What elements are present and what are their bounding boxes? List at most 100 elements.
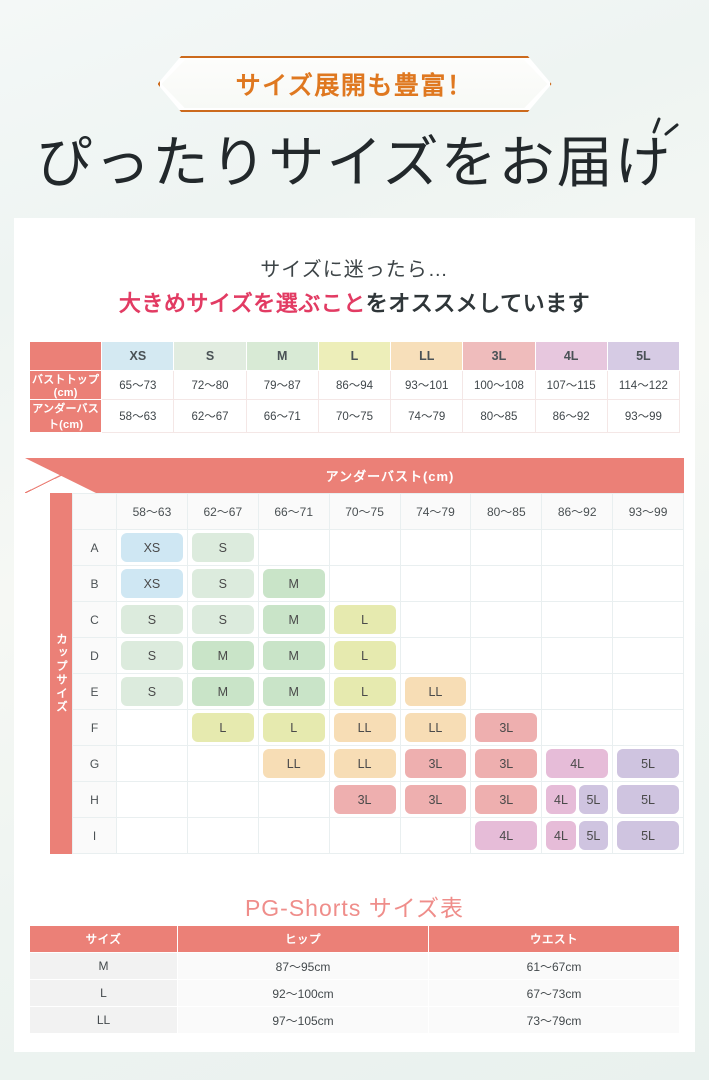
matrix-cell: LL xyxy=(328,745,401,782)
shorts-col-header: ウエスト xyxy=(428,925,680,953)
matrix-cell xyxy=(257,529,330,566)
shorts-cell: LL xyxy=(29,1006,178,1034)
matrix-cell: S xyxy=(116,637,188,674)
matrix-cell xyxy=(612,601,684,638)
table-row: F L L LL LL 3L xyxy=(72,709,684,746)
size-cell: 74〜79 xyxy=(390,399,464,433)
size-pill: L xyxy=(262,713,325,742)
size-pill: S xyxy=(191,533,254,562)
table-row: LL 97〜105cm 73〜79cm xyxy=(29,1006,680,1034)
matrix-cell: 3L xyxy=(399,745,472,782)
shorts-cell: 61〜67cm xyxy=(428,952,680,980)
matrix-cell xyxy=(399,817,472,854)
table-row: H 3L 3L 3L 4L 5L 5L xyxy=(72,781,684,818)
matrix-cell: L xyxy=(186,709,259,746)
table-row: I 4L 4L 5L 5L xyxy=(72,817,684,854)
matrix-cell: L xyxy=(328,601,401,638)
matrix-split-cell: 4L 5L xyxy=(542,782,612,817)
matrix-cell: 4L 5L xyxy=(541,781,614,818)
size-pill: 3L xyxy=(404,749,467,778)
matrix-cell xyxy=(116,781,188,818)
shorts-col-header: ヒップ xyxy=(177,925,429,953)
size-pill: 4L xyxy=(546,821,576,850)
table-row: E S M M L LL xyxy=(72,673,684,710)
size-cell: 79〜87 xyxy=(245,370,319,400)
table-row: 58〜63 62〜67 66〜71 70〜75 74〜79 80〜85 86〜92 93〜99 xyxy=(72,493,684,530)
table-row: アンダーバスト(cm) 58〜63 62〜67 66〜71 70〜75 74〜79 80〜8… xyxy=(28,399,681,433)
size-pill: LL xyxy=(404,677,467,706)
size-cell: 70〜75 xyxy=(317,399,392,433)
matrix-col-header: 80〜85 xyxy=(470,493,543,530)
size-pill: L xyxy=(191,713,254,742)
sparkle-icon xyxy=(652,117,679,136)
size-table-corner xyxy=(28,341,103,371)
size-pill: M xyxy=(262,641,325,670)
matrix-table: 58〜63 62〜67 66〜71 70〜75 74〜79 80〜85 86〜92 93〜99… xyxy=(72,493,684,854)
matrix-cell: M xyxy=(257,673,330,710)
table-row: L 92〜100cm 67〜73cm xyxy=(29,979,680,1007)
size-pill: 4L xyxy=(475,821,538,850)
matrix-side-label: カップサイズ xyxy=(50,493,72,854)
matrix-cell xyxy=(541,637,614,674)
table-row: XS S M L LL 3L 4L 5L xyxy=(28,341,681,371)
table-row: B XS S M xyxy=(72,565,684,602)
matrix-cell: 3L xyxy=(470,709,543,746)
matrix-cell: LL xyxy=(399,673,472,710)
size-table-body: バストトップ(cm) 65〜73 72〜80 79〜87 86〜94 93〜101 100〜… xyxy=(28,370,681,433)
size-cell: 66〜71 xyxy=(245,399,319,433)
matrix-cell: 3L xyxy=(328,781,401,818)
size-cell: 62〜67 xyxy=(173,399,247,433)
matrix-cell xyxy=(612,565,684,602)
page-title: ぴったりサイズをお届け xyxy=(36,133,673,195)
matrix-cell: L xyxy=(257,709,330,746)
matrix-row-header: F xyxy=(72,709,117,746)
matrix-col-header: 66〜71 xyxy=(257,493,330,530)
matrix-cell: 3L xyxy=(470,781,543,818)
size-pill: LL xyxy=(404,713,467,742)
matrix-row-header: C xyxy=(72,601,117,638)
size-row-label: アンダーバスト(cm) xyxy=(28,399,103,433)
size-cell: 58〜63 xyxy=(101,399,175,433)
size-pill: 3L xyxy=(475,749,538,778)
matrix-cell xyxy=(541,673,614,710)
matrix-cell xyxy=(116,817,188,854)
matrix-cell xyxy=(328,529,401,566)
banner-label: サイズ展開も豊富！ xyxy=(235,72,474,100)
matrix-head: 58〜63 62〜67 66〜71 70〜75 74〜79 80〜85 86〜92 93〜99 xyxy=(72,493,684,530)
size-header-xs: XS xyxy=(101,341,175,371)
matrix-cell xyxy=(186,781,259,818)
shorts-col-header: サイズ xyxy=(29,925,178,953)
matrix-blank-corner xyxy=(72,493,117,530)
shorts-size-table: サイズ ヒップ ウエスト M 87〜95cm 61〜67cm L 92〜100cm 67〜73… xyxy=(29,925,680,1034)
matrix-cell xyxy=(399,529,472,566)
size-pill: 3L xyxy=(475,785,538,814)
size-header-l: L xyxy=(317,341,392,371)
size-cell: 80〜85 xyxy=(462,399,536,433)
matrix-cell xyxy=(328,817,401,854)
matrix-top-label: アンダーバスト(cm) xyxy=(96,458,684,493)
size-pill: L xyxy=(333,677,396,706)
size-cell: 72〜80 xyxy=(173,370,247,400)
size-pill: 5L xyxy=(578,821,609,850)
size-cell: 100〜108 xyxy=(462,370,536,400)
matrix-cell xyxy=(399,565,472,602)
bust-size-table: XS S M L LL 3L 4L 5L バストトップ(cm) 65〜73 72〜80 79〜87 8… xyxy=(28,341,681,433)
headline-banner: サイズ展開も豊富！ xyxy=(157,56,552,112)
matrix-cell xyxy=(116,745,188,782)
matrix-cell: XS xyxy=(116,529,188,566)
matrix-cell xyxy=(470,565,543,602)
size-pill: S xyxy=(121,641,183,670)
size-cell: 93〜101 xyxy=(390,370,464,400)
size-pill: LL xyxy=(333,749,396,778)
matrix-cell xyxy=(399,637,472,674)
matrix-cell: M xyxy=(186,673,259,710)
matrix-cell: M xyxy=(257,637,330,674)
matrix-cell: S xyxy=(186,565,259,602)
shorts-cell: 92〜100cm xyxy=(177,979,429,1007)
size-pill: XS xyxy=(121,533,183,562)
size-pill: S xyxy=(121,677,183,706)
size-pill: LL xyxy=(262,749,325,778)
matrix-cell: M xyxy=(257,601,330,638)
